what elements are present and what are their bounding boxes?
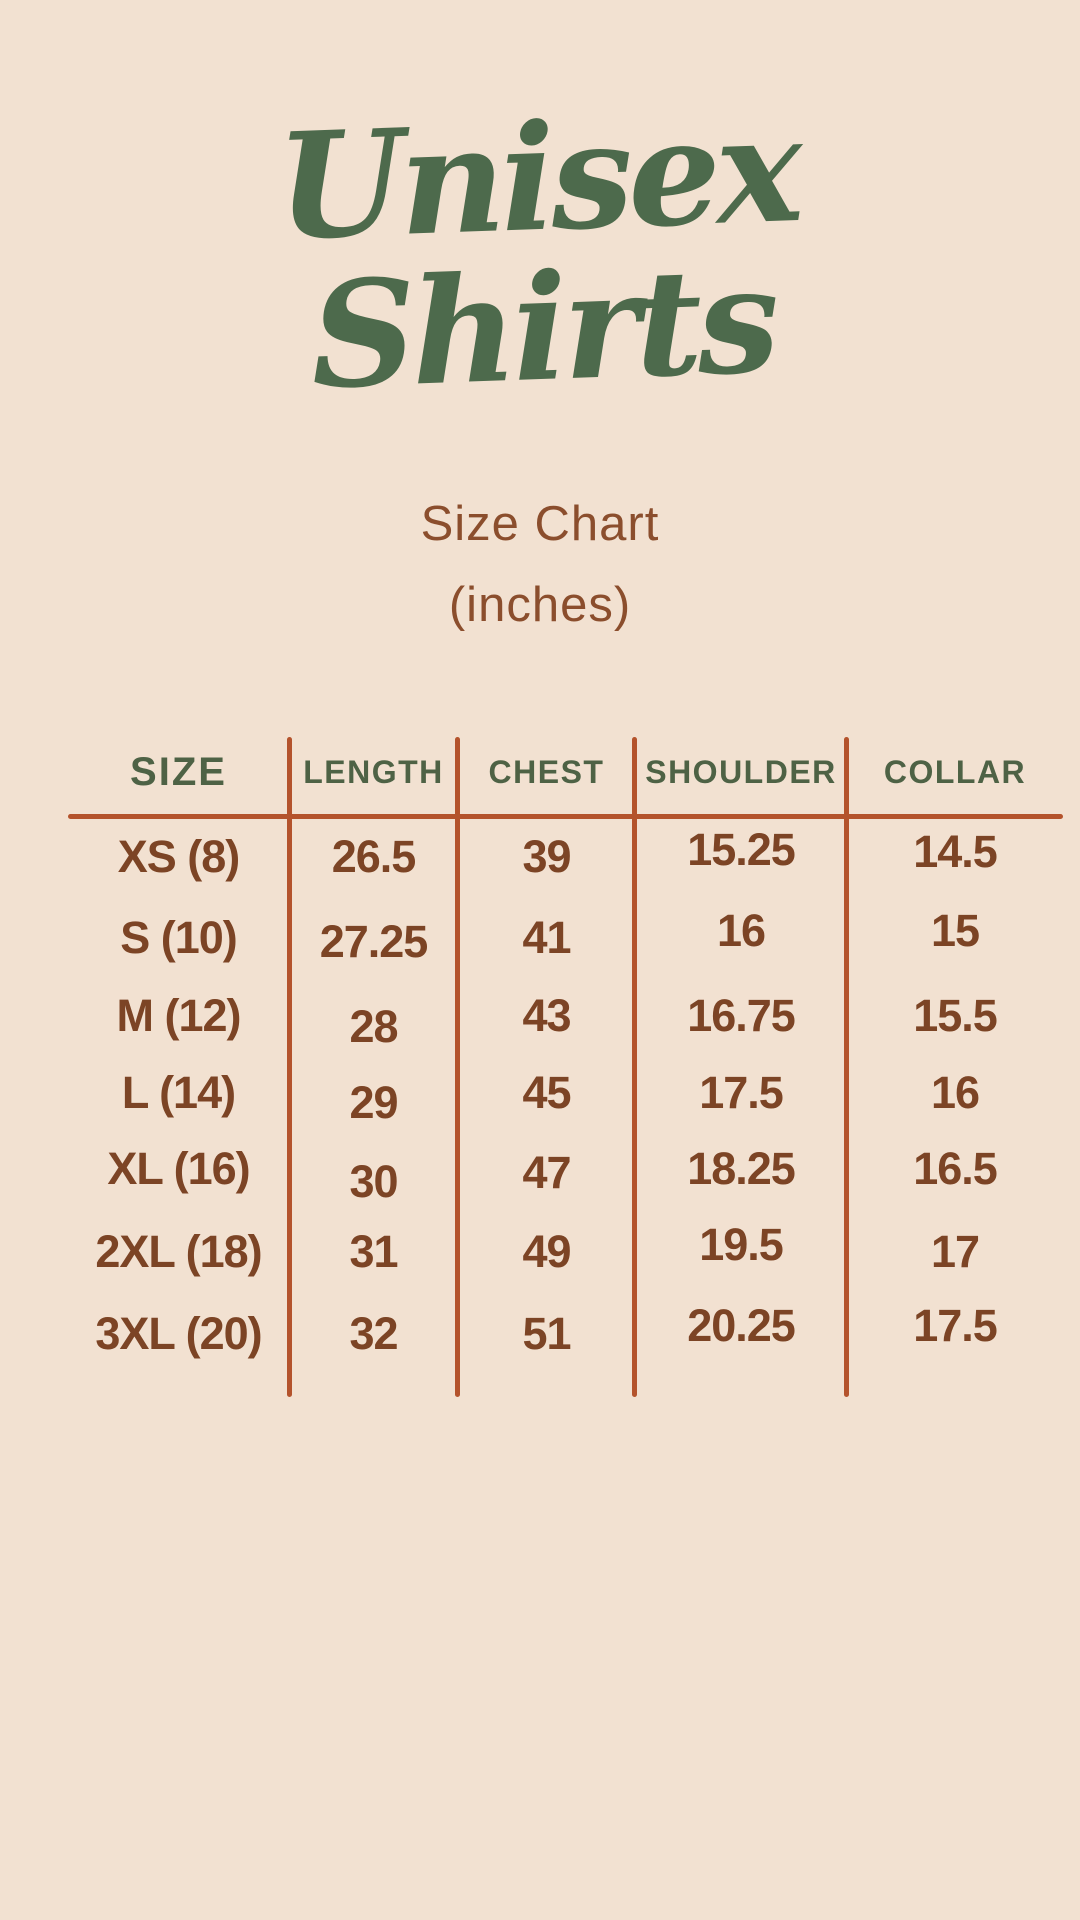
shoulder-value: 18.25 [687,1143,796,1194]
collar-value: 15 [930,905,980,956]
column-header-shoulder: SHOULDER [645,753,837,790]
length-value: 32 [349,1308,398,1359]
table-row-m: M (12) 28 43 16.75 15.5 [68,977,1063,1055]
shoulder-value: 15.25 [687,824,796,875]
collar-value: 17 [930,1226,980,1277]
length-value: 31 [349,1226,398,1277]
column-divider-3 [632,737,637,1397]
table-row-s: S (10) 27.25 41 16 15 [68,899,1063,977]
size-label: XS (8) [117,831,241,882]
table-row-xs: XS (8) 26.5 39 15.25 14.5 [68,815,1063,899]
chest-value: 47 [522,1147,571,1198]
subtitle-unit: (inches) [448,578,632,632]
column-header-size: SIZE [130,749,227,794]
header-underline [68,814,1063,819]
table-row-xl: XL (16) 30 47 18.25 16.5 [68,1131,1063,1207]
shoulder-value: 16 [716,905,766,956]
length-value: 29 [349,1077,398,1128]
size-label: 2XL (18) [95,1226,262,1277]
collar-value: 16 [930,1067,980,1118]
table-row-3xl: 3XL (20) 32 51 20.25 17.5 [68,1297,1063,1371]
length-value: 26.5 [331,831,417,882]
collar-value: 16.5 [913,1143,998,1194]
chest-value: 51 [522,1308,571,1359]
column-header-chest: CHEST [488,753,605,790]
length-value: 30 [349,1156,398,1207]
table-header-row: SIZE LENGTH CHEST SHOULDER COLLAR [68,729,1063,815]
shoulder-value: 17.5 [699,1067,784,1118]
column-header-collar: COLLAR [883,753,1027,790]
size-label: 3XL (20) [95,1308,262,1359]
size-label: S (10) [120,912,238,963]
column-divider-1 [287,737,292,1397]
shoulder-value: 16.75 [687,990,796,1041]
chest-value: 41 [522,912,571,963]
table-row-l: L (14) 29 45 17.5 16 [68,1055,1063,1131]
length-value: 27.25 [319,916,429,967]
collar-value: 17.5 [913,1300,998,1351]
shoulder-value: 20.25 [687,1300,796,1351]
collar-value: 15.5 [913,990,998,1041]
size-label: XL (16) [107,1143,250,1194]
chest-value: 45 [522,1067,571,1118]
size-table: SIZE LENGTH CHEST SHOULDER COLLAR XS (8)… [68,729,1063,1371]
subtitle: Size Chart (inches) [0,484,1080,646]
table-row-2xl: 2XL (18) 31 49 19.5 17 [68,1207,1063,1297]
size-label: M (12) [116,990,241,1041]
column-divider-4 [844,737,849,1397]
column-header-length: LENGTH [303,753,444,790]
chest-value: 39 [522,831,571,882]
length-value: 28 [349,1001,398,1052]
chest-value: 43 [522,990,571,1041]
collar-value: 14.5 [913,826,998,877]
subtitle-heading: Size Chart [420,497,660,551]
column-divider-2 [455,737,460,1397]
shoulder-value: 19.5 [699,1219,784,1270]
chest-value: 49 [522,1226,571,1277]
brand-title: Unisex Shirts [0,81,1080,427]
size-label: L (14) [121,1067,236,1118]
